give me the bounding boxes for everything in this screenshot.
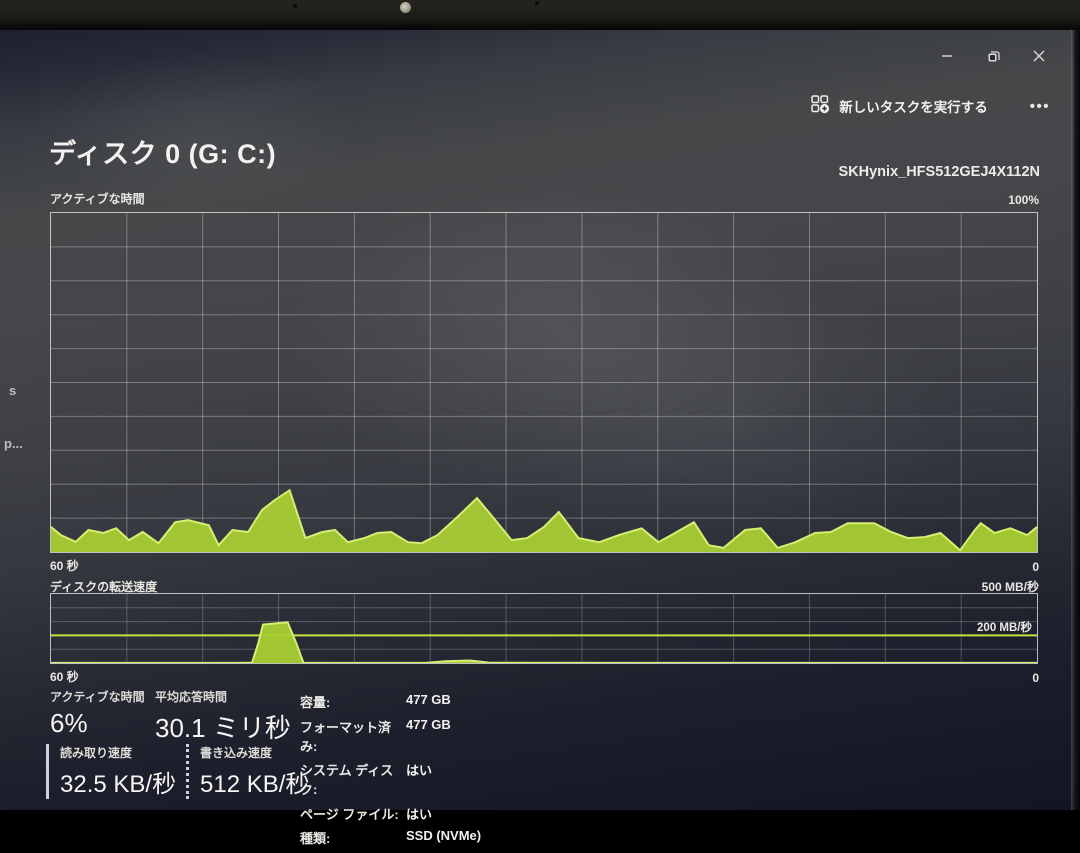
stat-write-speed-label: 書き込み速度 xyxy=(200,746,273,760)
transfer-rate-axis-left: 60 秒 xyxy=(50,670,79,684)
stat-active-time: アクティブな時間 6% xyxy=(50,688,145,739)
transfer-rate-axis-right: 0 xyxy=(1032,671,1039,685)
active-time-axis-left: 60 秒 xyxy=(50,559,79,573)
detail-label: 種類: xyxy=(300,831,331,846)
microphone-hole xyxy=(535,1,539,5)
disk-model-name: SKHynix_HFS512GEJ4X112N xyxy=(838,164,1041,180)
detail-row-formatted: フォーマット済み: 477 GB xyxy=(300,717,481,755)
task-manager-window: 新しいタスクを実行する ••• ディスク 0 (G: C:) SKHynix_H… xyxy=(0,30,1080,846)
active-time-chart-title: アクティブな時間 xyxy=(50,192,145,206)
transfer-rate-chart: 200 MB/秒 xyxy=(50,593,1038,664)
detail-label: システム ディスク: xyxy=(300,763,394,797)
stat-active-time-label: アクティブな時間 xyxy=(50,690,145,704)
titlebar xyxy=(0,30,1071,80)
run-new-task-label: 新しいタスクを実行する xyxy=(839,100,988,115)
transfer-rate-ref-label: 200 MB/秒 xyxy=(977,622,1032,635)
laptop-bezel xyxy=(0,0,1080,30)
disk-details: 容量: 477 GB フォーマット済み: 477 GB システム ディスク: は… xyxy=(300,692,481,853)
stat-read-speed-value: 32.5 KB/秒 xyxy=(60,771,177,798)
detail-label: フォーマット済み: xyxy=(300,719,392,754)
detail-label: 容量: xyxy=(300,695,331,710)
stat-avg-response: 平均応答時間 30.1 ミリ秒 xyxy=(155,688,291,745)
restore-icon xyxy=(988,50,1000,61)
stat-avg-response-label: 平均応答時間 xyxy=(155,690,228,704)
detail-value: SSD (NVMe) xyxy=(406,828,482,843)
stat-read-speed: 読み取り速度 32.5 KB/秒 xyxy=(46,744,176,799)
stat-active-time-value: 6% xyxy=(50,708,88,738)
detail-row-page-file: ページ ファイル: はい xyxy=(300,804,481,823)
stat-write-speed-value: 512 KB/秒 xyxy=(200,771,310,798)
detail-label: ページ ファイル: xyxy=(300,806,399,822)
background-text-fragment: s xyxy=(9,383,17,398)
run-new-task-button[interactable]: 新しいタスクを実行する xyxy=(805,94,994,118)
background-text-fragment: p... xyxy=(4,436,23,451)
run-new-task-icon xyxy=(811,95,830,117)
detail-value: はい xyxy=(406,763,433,778)
minimize-button[interactable] xyxy=(929,44,965,68)
detail-row-capacity: 容量: 477 GB xyxy=(300,692,481,711)
transfer-rate-scale-label: 500 MB/秒 xyxy=(981,580,1039,594)
webcam-icon xyxy=(400,2,411,13)
window-controls xyxy=(929,44,1057,68)
close-button[interactable] xyxy=(1021,44,1057,68)
page-title: ディスク 0 (G: C:) xyxy=(49,139,277,169)
close-icon xyxy=(1033,50,1045,62)
screen-right-edge xyxy=(1071,30,1080,810)
stat-avg-response-value: 30.1 ミリ秒 xyxy=(155,713,291,743)
toolbar: 新しいタスクを実行する ••• xyxy=(805,94,1052,118)
detail-value: 477 GB xyxy=(406,716,451,732)
detail-row-type: 種類: SSD (NVMe) xyxy=(300,828,481,847)
stat-read-speed-label: 読み取り速度 xyxy=(60,746,133,760)
detail-value: はい xyxy=(406,806,433,822)
restore-button[interactable] xyxy=(975,44,1011,68)
stat-write-speed: 書き込み速度 512 KB/秒 xyxy=(186,744,309,799)
detail-row-system-disk: システム ディスク: はい xyxy=(300,760,481,798)
active-time-chart xyxy=(50,212,1038,553)
microphone-hole xyxy=(293,4,297,8)
more-options-button[interactable]: ••• xyxy=(1029,97,1050,115)
minimize-icon xyxy=(942,55,952,57)
active-time-axis-right: 0 xyxy=(1032,560,1039,574)
active-time-chart-max-label: 100% xyxy=(1008,193,1039,207)
detail-value: 477 GB xyxy=(406,692,451,707)
transfer-rate-chart-title: ディスクの転送速度 xyxy=(50,580,158,594)
